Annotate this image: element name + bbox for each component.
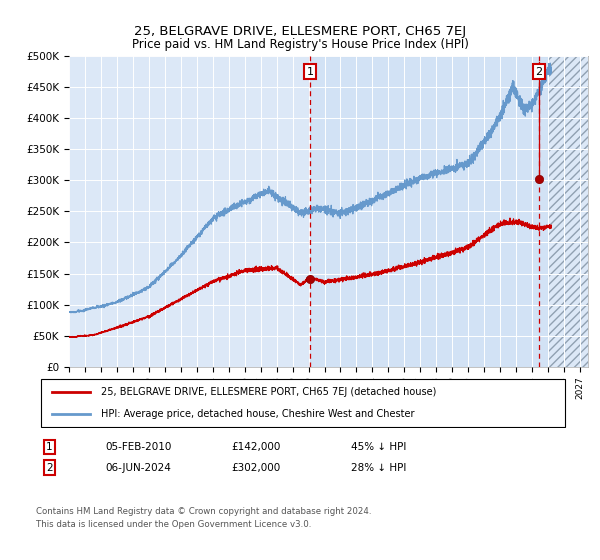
Text: 45% ↓ HPI: 45% ↓ HPI	[351, 442, 406, 452]
Text: Price paid vs. HM Land Registry's House Price Index (HPI): Price paid vs. HM Land Registry's House …	[131, 38, 469, 51]
Text: £142,000: £142,000	[231, 442, 280, 452]
Bar	[548, 56, 588, 367]
Text: 1: 1	[46, 442, 53, 452]
Bar	[310, 56, 548, 367]
Text: 1: 1	[307, 67, 313, 77]
Text: Contains HM Land Registry data © Crown copyright and database right 2024.
This d: Contains HM Land Registry data © Crown c…	[36, 507, 371, 529]
Text: £302,000: £302,000	[231, 463, 280, 473]
Text: HPI: Average price, detached house, Cheshire West and Chester: HPI: Average price, detached house, Ches…	[101, 409, 415, 419]
Text: 06-JUN-2024: 06-JUN-2024	[105, 463, 171, 473]
Text: 2: 2	[535, 67, 542, 77]
Text: 28% ↓ HPI: 28% ↓ HPI	[351, 463, 406, 473]
Text: 25, BELGRAVE DRIVE, ELLESMERE PORT, CH65 7EJ: 25, BELGRAVE DRIVE, ELLESMERE PORT, CH65…	[134, 25, 466, 38]
Text: 2: 2	[46, 463, 53, 473]
Text: 25, BELGRAVE DRIVE, ELLESMERE PORT, CH65 7EJ (detached house): 25, BELGRAVE DRIVE, ELLESMERE PORT, CH65…	[101, 387, 436, 397]
Text: 05-FEB-2010: 05-FEB-2010	[105, 442, 172, 452]
